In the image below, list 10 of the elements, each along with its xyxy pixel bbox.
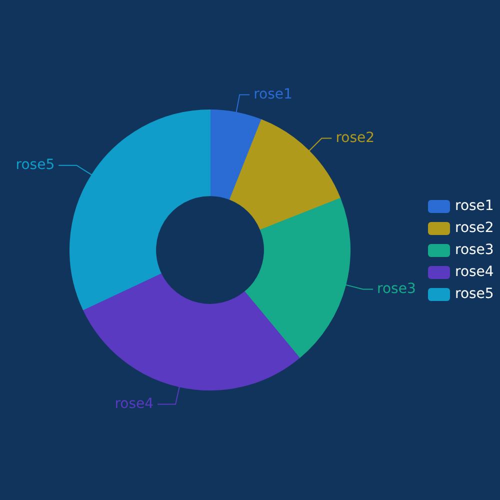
legend-label: rose2 [455,220,494,236]
legend-label: rose4 [455,264,494,280]
slice-label: rose2 [336,130,375,146]
slice-label: rose3 [377,280,416,297]
legend-label: rose5 [455,286,494,302]
legend-label: rose3 [455,242,494,258]
slice-label: rose1 [254,86,292,102]
slice-label: rose5 [16,156,55,173]
slice-label: rose4 [114,396,154,412]
legend-label: rose1 [455,198,494,214]
